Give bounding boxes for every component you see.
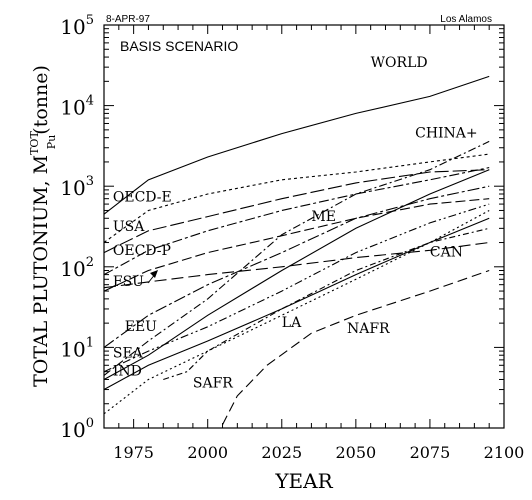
series-labels: WORLD CHINA+ OECD-E USA OECD-P FSU ME EEU CAN SEA… (113, 55, 478, 391)
series-label: OECD-E (113, 189, 172, 205)
series-label: NAFR (347, 321, 390, 337)
series-line-china (103, 140, 490, 376)
date-label: 8-APR-97 (106, 14, 150, 25)
x-tick-label: 2100 (484, 443, 525, 462)
y-tick-label: 102 (60, 255, 94, 281)
series-label: CAN (430, 244, 463, 260)
x-tick-label: 2000 (187, 443, 228, 462)
x-axis-label: YEAR (274, 469, 333, 493)
series-line-sea (103, 203, 490, 373)
y-axis-label-sup: TOT (28, 131, 41, 155)
series-line-oecd-e (103, 153, 490, 243)
series-line-safr (163, 227, 490, 381)
series-label: OECD-P (113, 243, 171, 259)
series-label: CHINA+ (415, 126, 478, 142)
series-label: USA (113, 219, 145, 235)
series-label: IND (113, 363, 142, 379)
series-label: WORLD (371, 55, 428, 71)
series-label: ME (311, 209, 336, 225)
series-lines (103, 75, 490, 425)
series-line-world (103, 75, 490, 215)
series-line-ind (103, 217, 490, 390)
plot-frame (103, 24, 505, 429)
y-axis-label-unit: (tonne) (30, 65, 52, 135)
series-line-eeu (103, 185, 490, 348)
series-label: LA (282, 315, 302, 331)
y-tick-label: 104 (60, 94, 94, 120)
x-tick-label: 1975 (113, 443, 154, 462)
x-tick-label: 2050 (335, 443, 376, 462)
y-tick-label: 100 (60, 416, 94, 442)
source-label: Los Alamos (440, 14, 492, 25)
x-tick-label: 2025 (261, 443, 302, 462)
series-label: SEA (113, 345, 144, 361)
series-line-usa (103, 169, 490, 254)
y-tick-label: 101 (60, 335, 94, 361)
series-line-fsu (103, 198, 490, 292)
series-line-me (103, 169, 490, 380)
axis-ticks: 1975 2000 2025 2050 2075 2100 100 101 102 103 104 1… (60, 13, 524, 462)
y-axis-label: TOTAL PLUTONIUM, MTOT Pu(tonne) (28, 65, 58, 387)
y-axis-label-sub: Pu (45, 135, 58, 150)
series-label: EEU (125, 319, 157, 335)
y-axis-label-main: TOTAL PLUTONIUM, M (30, 155, 52, 387)
y-tick-label: 103 (60, 174, 94, 200)
series-line-nafr (222, 269, 490, 425)
y-tick-label: 105 (60, 13, 94, 39)
fsu-arrow (147, 270, 158, 284)
chart-title: BASIS SCENARIO (120, 38, 238, 54)
series-line-la (103, 210, 490, 415)
series-label: FSU (113, 274, 144, 290)
x-tick-label: 2075 (410, 443, 451, 462)
series-label: SAFR (193, 375, 233, 391)
